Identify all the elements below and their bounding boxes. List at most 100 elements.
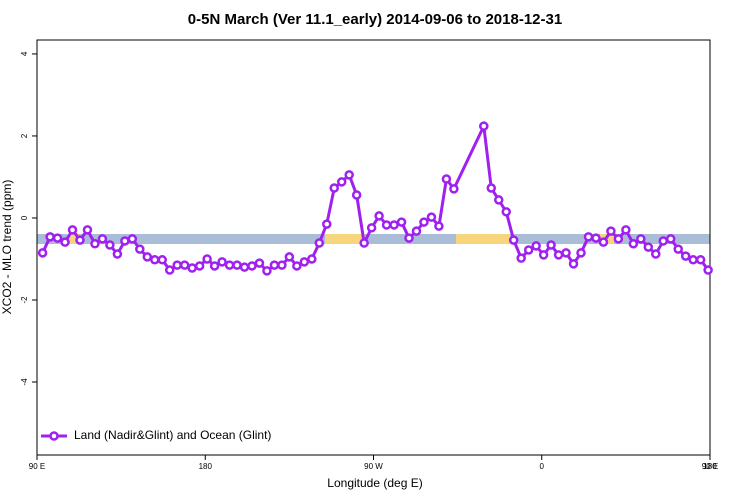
data-point	[307, 254, 317, 264]
data-point	[374, 211, 384, 221]
data-point	[37, 248, 48, 258]
y-tick-label: -2	[20, 296, 29, 304]
land-band	[67, 234, 79, 244]
data-point	[531, 241, 541, 251]
data-point	[486, 183, 497, 193]
y-tick-label: -4	[20, 378, 29, 386]
data-point	[97, 234, 108, 244]
data-point	[142, 252, 153, 262]
x-tick-label: 90 E	[702, 462, 718, 471]
data-point	[426, 212, 437, 222]
data-point	[606, 226, 616, 236]
data-point	[164, 265, 175, 275]
data-point	[105, 240, 115, 250]
data-point	[508, 235, 519, 245]
y-tick-label: 2	[20, 133, 29, 138]
data-point	[329, 183, 339, 193]
data-point	[239, 262, 250, 272]
data-point	[621, 225, 631, 235]
data-point	[299, 257, 310, 267]
data-point	[112, 249, 123, 259]
data-point	[546, 240, 556, 250]
data-point	[396, 217, 407, 227]
x-tick-label: 180	[199, 462, 213, 471]
data-point	[434, 221, 444, 231]
data-point	[680, 251, 691, 261]
data-point	[501, 207, 511, 217]
data-point	[673, 244, 683, 254]
data-point	[381, 220, 392, 230]
data-point	[404, 233, 414, 243]
data-point	[568, 259, 579, 269]
data-point	[344, 170, 354, 180]
y-axis-label: XCO2 - MLO trend (ppm)	[0, 180, 14, 315]
data-point	[194, 261, 205, 271]
data-point	[172, 260, 182, 270]
data-point	[82, 225, 93, 235]
data-point	[411, 226, 422, 236]
data-point	[583, 232, 594, 242]
legend-marker	[49, 431, 59, 441]
data-point	[665, 234, 676, 244]
data-point	[695, 255, 706, 265]
data-point	[479, 121, 489, 131]
data-point	[314, 238, 325, 248]
data-point	[359, 238, 369, 248]
data-point	[150, 255, 160, 265]
data-point	[389, 220, 399, 230]
data-point	[688, 255, 698, 265]
land-band	[456, 234, 510, 244]
data-point	[628, 239, 639, 249]
y-tick-label: 4	[20, 51, 29, 56]
data-point	[703, 265, 713, 275]
land-band	[325, 234, 365, 244]
data-point	[523, 245, 534, 255]
data-point	[538, 250, 549, 260]
data-point	[60, 237, 70, 247]
data-point	[45, 232, 55, 242]
data-point	[494, 195, 504, 205]
data-point	[561, 248, 571, 258]
data-point	[591, 233, 601, 243]
data-point	[322, 219, 332, 229]
data-point	[598, 237, 609, 247]
data-point	[217, 257, 227, 267]
data-point	[441, 174, 452, 184]
data-point	[247, 261, 257, 271]
data-point	[516, 253, 526, 263]
data-point	[576, 248, 586, 258]
data-point	[277, 260, 287, 270]
data-point	[284, 252, 295, 262]
x-tick-label: 180	[703, 462, 717, 471]
data-point	[202, 254, 212, 264]
y-tick-label: 0	[20, 215, 29, 220]
data-point	[224, 260, 235, 270]
data-point	[351, 190, 362, 200]
data-point	[127, 234, 138, 244]
data-point	[90, 239, 100, 249]
x-tick-label: 0	[540, 462, 545, 471]
data-point	[120, 236, 130, 246]
data-point	[157, 255, 168, 265]
x-tick-label: 90 E	[29, 462, 45, 471]
data-point	[135, 244, 145, 254]
data-point	[232, 260, 242, 270]
x-axis-label: Longitude (deg E)	[327, 476, 422, 490]
data-point	[336, 177, 347, 187]
data-point	[636, 234, 646, 244]
chart-title: 0-5N March (Ver 11.1_early) 2014-09-06 t…	[188, 11, 562, 28]
data-point	[52, 233, 63, 243]
data-point	[366, 223, 377, 233]
x-tick-label: 90 W	[364, 462, 383, 471]
data-point	[179, 260, 190, 270]
data-point	[75, 235, 85, 245]
data-point	[553, 250, 564, 260]
data-point	[658, 236, 669, 246]
data-point	[419, 217, 429, 227]
data-point	[651, 249, 661, 259]
data-point	[292, 261, 302, 271]
ocean-band	[37, 234, 710, 244]
legend-label: Land (Nadir&Glint) and Ocean (Glint)	[74, 428, 271, 442]
data-point	[209, 261, 220, 271]
